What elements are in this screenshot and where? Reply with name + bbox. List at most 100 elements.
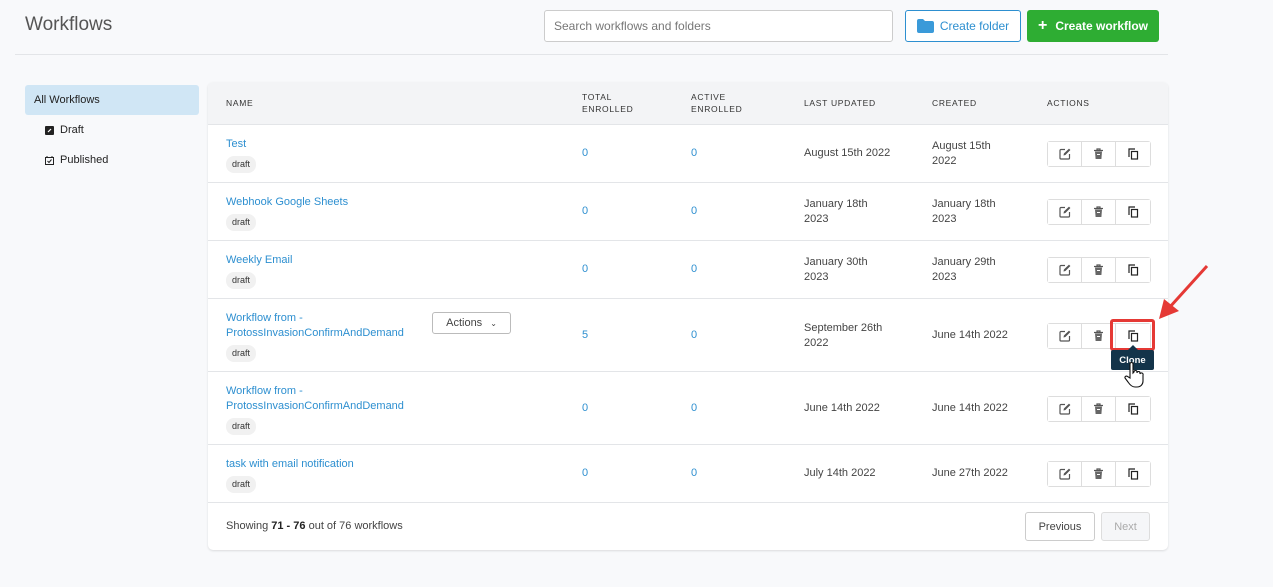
draft-icon bbox=[45, 125, 54, 135]
total-enrolled-link[interactable]: 5 bbox=[582, 328, 589, 341]
edit-icon bbox=[1058, 148, 1070, 160]
clone-button[interactable] bbox=[1116, 323, 1150, 348]
status-badge: draft bbox=[226, 214, 257, 231]
previous-button[interactable]: Previous bbox=[1025, 512, 1095, 541]
plus-icon: + bbox=[1037, 17, 1048, 34]
pagination-summary: Showing 71 - 76 out of 76 workflows bbox=[226, 520, 403, 532]
next-button[interactable]: Next bbox=[1101, 512, 1150, 541]
clone-button[interactable] bbox=[1116, 396, 1150, 421]
clone-icon bbox=[1127, 402, 1138, 415]
clone-button[interactable] bbox=[1116, 200, 1150, 224]
total-enrolled-link[interactable]: 0 bbox=[582, 147, 589, 159]
workflow-name-link[interactable]: Workflow from - ProtossInvasionConfirmAnd… bbox=[226, 311, 404, 362]
edit-button[interactable] bbox=[1048, 142, 1082, 166]
status-badge: draft bbox=[226, 272, 257, 289]
col-actions: ACTIONS bbox=[1047, 98, 1090, 108]
col-active-enrolled[interactable]: ACTIVE ENROLLED bbox=[691, 92, 743, 114]
last-updated: January 30th 2023 bbox=[804, 256, 868, 283]
create-workflow-button[interactable]: + Create workflow bbox=[1027, 10, 1159, 42]
col-created: CREATED bbox=[932, 98, 977, 108]
row-actions bbox=[1047, 141, 1151, 167]
last-updated: June 14th 2022 bbox=[804, 401, 880, 414]
edit-icon bbox=[1058, 206, 1070, 218]
delete-button[interactable] bbox=[1082, 258, 1116, 282]
created-date: June 14th 2022 bbox=[932, 328, 1008, 341]
edit-button[interactable] bbox=[1048, 396, 1082, 421]
row-actions bbox=[1047, 395, 1151, 422]
create-folder-label: Create folder bbox=[939, 19, 1010, 33]
table-header: NAME TOTAL ENROLLED ACTIVE ENROLLED LAST U… bbox=[208, 82, 1168, 125]
edit-button[interactable] bbox=[1048, 323, 1082, 348]
row-actions bbox=[1047, 199, 1151, 225]
edit-icon bbox=[1058, 403, 1070, 415]
created-date: June 27th 2022 bbox=[932, 467, 1008, 479]
trash-icon bbox=[1094, 402, 1103, 414]
delete-button[interactable] bbox=[1082, 142, 1116, 166]
active-enrolled-link[interactable]: 0 bbox=[691, 467, 698, 479]
delete-button[interactable] bbox=[1082, 462, 1116, 486]
total-enrolled-link[interactable]: 0 bbox=[582, 401, 589, 414]
workflow-name-link[interactable]: Workflow from - ProtossInvasionConfirmAnd… bbox=[226, 384, 404, 435]
active-enrolled-link[interactable]: 0 bbox=[691, 328, 698, 341]
active-enrolled-link[interactable]: 0 bbox=[691, 401, 698, 414]
table-row: Weekly Email draft 0 0 January 30th 2023 J… bbox=[208, 241, 1168, 299]
clone-button[interactable] bbox=[1116, 462, 1150, 486]
page-title: Workflows bbox=[25, 14, 113, 35]
sidebar-item-all-workflows[interactable]: All Workflows bbox=[25, 85, 199, 115]
last-updated: January 18th 2023 bbox=[804, 198, 868, 225]
clone-button[interactable] bbox=[1116, 142, 1150, 166]
active-enrolled-link[interactable]: 0 bbox=[691, 205, 698, 217]
trash-icon bbox=[1094, 329, 1103, 341]
col-total-enrolled[interactable]: TOTAL ENROLLED bbox=[582, 92, 634, 114]
table-footer: Showing 71 - 76 out of 76 workflows Prev… bbox=[208, 503, 1168, 550]
sidebar-item-draft[interactable]: Draft bbox=[25, 115, 199, 145]
workflow-name-link[interactable]: task with email notification draft bbox=[226, 457, 354, 493]
edit-button[interactable] bbox=[1048, 462, 1082, 486]
actions-dropdown[interactable]: Actions ⌄ bbox=[432, 312, 511, 334]
trash-icon bbox=[1094, 148, 1103, 159]
sidebar-item-label: Draft bbox=[60, 124, 84, 136]
active-enrolled-link[interactable]: 0 bbox=[691, 263, 698, 275]
col-name[interactable]: NAME bbox=[226, 98, 254, 108]
trash-icon bbox=[1094, 206, 1103, 217]
status-badge: draft bbox=[226, 156, 257, 173]
search-input[interactable] bbox=[544, 10, 893, 42]
folder-icon bbox=[916, 19, 934, 33]
published-icon bbox=[45, 155, 54, 165]
created-date: January 29th 2023 bbox=[932, 256, 996, 283]
row-actions bbox=[1047, 461, 1151, 487]
workflow-name-link[interactable]: Webhook Google Sheets draft bbox=[226, 195, 348, 231]
last-updated: August 15th 2022 bbox=[804, 147, 891, 159]
red-arrow-annotation bbox=[1159, 264, 1209, 319]
created-date: January 18th 2023 bbox=[932, 198, 996, 225]
chevron-down-icon: ⌄ bbox=[490, 318, 497, 328]
clone-button[interactable] bbox=[1116, 258, 1150, 282]
edit-icon bbox=[1058, 468, 1070, 480]
hand-cursor-icon bbox=[1124, 362, 1144, 388]
edit-button[interactable] bbox=[1048, 200, 1082, 224]
col-last-updated[interactable]: LAST UPDATED bbox=[804, 98, 876, 108]
table-row: Workflow from - ProtossInvasionConfirmAnd… bbox=[208, 372, 1168, 445]
clone-icon bbox=[1127, 264, 1138, 276]
last-updated: July 14th 2022 bbox=[804, 467, 876, 479]
edit-icon bbox=[1058, 264, 1070, 276]
active-enrolled-link[interactable]: 0 bbox=[691, 147, 698, 159]
table-row: Test draft 0 0 August 15th 2022 August 15… bbox=[208, 125, 1168, 183]
sidebar-item-published[interactable]: Published bbox=[25, 145, 199, 175]
status-badge: draft bbox=[226, 418, 257, 435]
total-enrolled-link[interactable]: 0 bbox=[582, 205, 589, 217]
total-enrolled-link[interactable]: 0 bbox=[582, 467, 589, 479]
workflow-name-link[interactable]: Test draft bbox=[226, 137, 257, 173]
created-date: August 15th 2022 bbox=[932, 140, 991, 167]
edit-icon bbox=[1058, 330, 1070, 342]
total-enrolled-link[interactable]: 0 bbox=[582, 263, 589, 275]
workflow-name-link[interactable]: Weekly Email draft bbox=[226, 253, 292, 289]
create-folder-button[interactable]: Create folder bbox=[905, 10, 1021, 42]
delete-button[interactable] bbox=[1082, 200, 1116, 224]
table-row: task with email notification draft 0 0 Ju… bbox=[208, 445, 1168, 503]
status-badge: draft bbox=[226, 476, 257, 493]
edit-button[interactable] bbox=[1048, 258, 1082, 282]
created-date: June 14th 2022 bbox=[932, 401, 1008, 414]
clone-icon bbox=[1127, 329, 1138, 342]
delete-button[interactable] bbox=[1082, 396, 1116, 421]
